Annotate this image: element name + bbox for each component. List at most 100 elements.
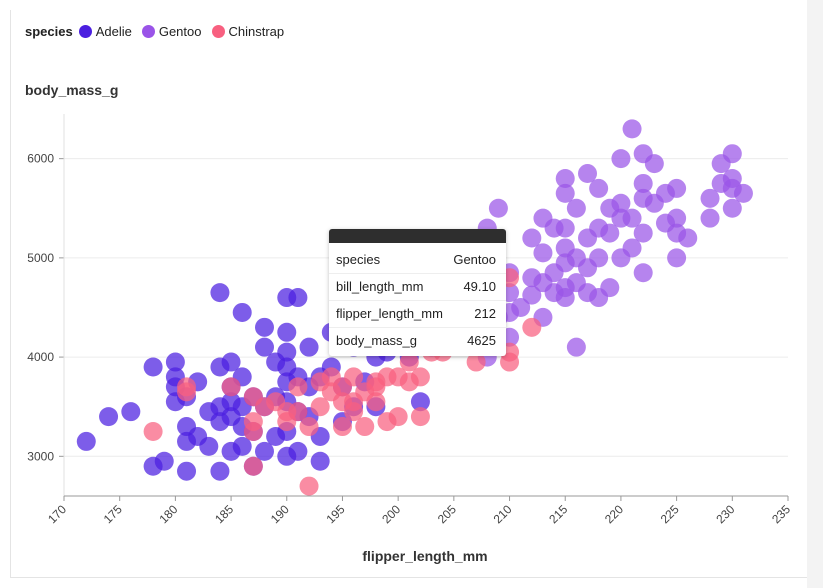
data-point — [288, 441, 308, 461]
data-point — [555, 168, 575, 188]
data-point — [667, 208, 687, 228]
y-tick-label: 5000 — [27, 251, 54, 265]
x-tick-label: 175 — [101, 502, 125, 526]
data-point — [511, 297, 531, 317]
x-tick-label: 235 — [769, 502, 793, 526]
data-point — [243, 422, 263, 442]
x-tick-label: 225 — [658, 502, 682, 526]
data-point — [522, 228, 542, 248]
legend-item-chinstrap[interactable]: Chinstrap — [211, 23, 285, 39]
y-tick-label: 4000 — [27, 350, 54, 364]
data-point — [633, 263, 653, 283]
data-point — [232, 302, 252, 322]
y-tick-label: 3000 — [27, 449, 54, 463]
data-point — [254, 317, 274, 337]
data-point — [232, 436, 252, 456]
data-point — [600, 223, 620, 243]
tooltip-row-flipper-length: flipper_length_mm 212 — [329, 301, 506, 328]
tooltip-row-body-mass: body_mass_g 4625 — [329, 328, 506, 354]
data-point — [722, 198, 742, 218]
data-point — [488, 198, 508, 218]
data-point — [566, 337, 586, 357]
data-point — [277, 342, 297, 362]
tooltip-row-species: species Gentoo — [329, 247, 506, 274]
x-tick-label: 185 — [212, 502, 236, 526]
legend-swatch-adelie — [78, 24, 92, 38]
tooltip-key: body_mass_g — [336, 333, 417, 348]
data-point — [622, 208, 642, 228]
data-point — [633, 223, 653, 243]
data-point — [210, 283, 230, 303]
data-point — [221, 377, 241, 397]
data-point — [522, 285, 542, 305]
data-point — [288, 402, 308, 422]
x-tick-label: 200 — [379, 502, 403, 526]
x-tick-label: 170 — [45, 502, 69, 526]
data-point — [299, 417, 319, 437]
x-tick-label: 230 — [713, 502, 737, 526]
data-point — [277, 322, 297, 342]
data-point — [589, 178, 609, 198]
x-tick-label: 205 — [435, 502, 459, 526]
tooltip-value: 49.10 — [463, 279, 496, 294]
data-point — [199, 436, 219, 456]
data-point — [366, 392, 386, 412]
x-tick-label: 180 — [156, 502, 180, 526]
legend-label-adelie: Adelie — [95, 23, 132, 39]
data-point — [555, 183, 575, 203]
data-point — [355, 417, 375, 437]
data-point — [344, 367, 364, 387]
x-axis-title: flipper_length_mm — [362, 548, 487, 564]
data-point — [254, 337, 274, 357]
x-tick-label: 220 — [602, 502, 626, 526]
tooltip-value: 212 — [474, 306, 496, 321]
data-point — [221, 352, 241, 372]
x-tick-label: 195 — [324, 502, 348, 526]
data-point — [154, 451, 174, 471]
tooltip-value: 4625 — [467, 333, 496, 348]
data-point — [165, 352, 185, 372]
data-point — [533, 243, 553, 263]
data-point — [143, 357, 163, 377]
data-point — [622, 238, 642, 258]
data-point — [410, 407, 430, 427]
data-point — [299, 476, 319, 496]
scrollbar-track[interactable] — [807, 0, 823, 588]
data-point — [388, 407, 408, 427]
tooltip: species Gentoo bill_length_mm 49.10 flip… — [329, 229, 506, 356]
data-point — [578, 164, 598, 184]
data-point — [76, 431, 96, 451]
data-point — [177, 461, 197, 481]
data-points — [76, 119, 753, 496]
data-point — [99, 407, 119, 427]
tooltip-key: species — [336, 252, 381, 267]
data-point — [589, 248, 609, 268]
data-point — [332, 417, 352, 437]
data-point — [143, 422, 163, 442]
legend-item-adelie[interactable]: Adelie — [78, 23, 132, 39]
legend-item-gentoo[interactable]: Gentoo — [141, 23, 202, 39]
tooltip-header — [329, 229, 506, 243]
tooltip-body: species Gentoo bill_length_mm 49.10 flip… — [329, 243, 506, 356]
data-point — [177, 382, 197, 402]
tooltip-key: bill_length_mm — [336, 279, 424, 294]
legend: species Adelie Gentoo Chinstrap — [25, 22, 294, 40]
data-point — [622, 119, 642, 139]
data-point — [522, 317, 542, 337]
data-point — [243, 456, 263, 476]
legend-label-chinstrap: Chinstrap — [228, 23, 285, 39]
data-point — [644, 154, 664, 174]
data-point — [722, 168, 742, 188]
data-point — [555, 218, 575, 238]
legend-label-gentoo: Gentoo — [158, 23, 202, 39]
data-point — [600, 278, 620, 298]
data-point — [288, 288, 308, 308]
y-tick-label: 6000 — [27, 152, 54, 166]
data-point — [733, 183, 753, 203]
data-point — [254, 441, 274, 461]
y-axis-title: body_mass_g — [25, 82, 119, 98]
data-point — [310, 397, 330, 417]
data-point — [299, 337, 319, 357]
tooltip-value: Gentoo — [453, 252, 496, 267]
